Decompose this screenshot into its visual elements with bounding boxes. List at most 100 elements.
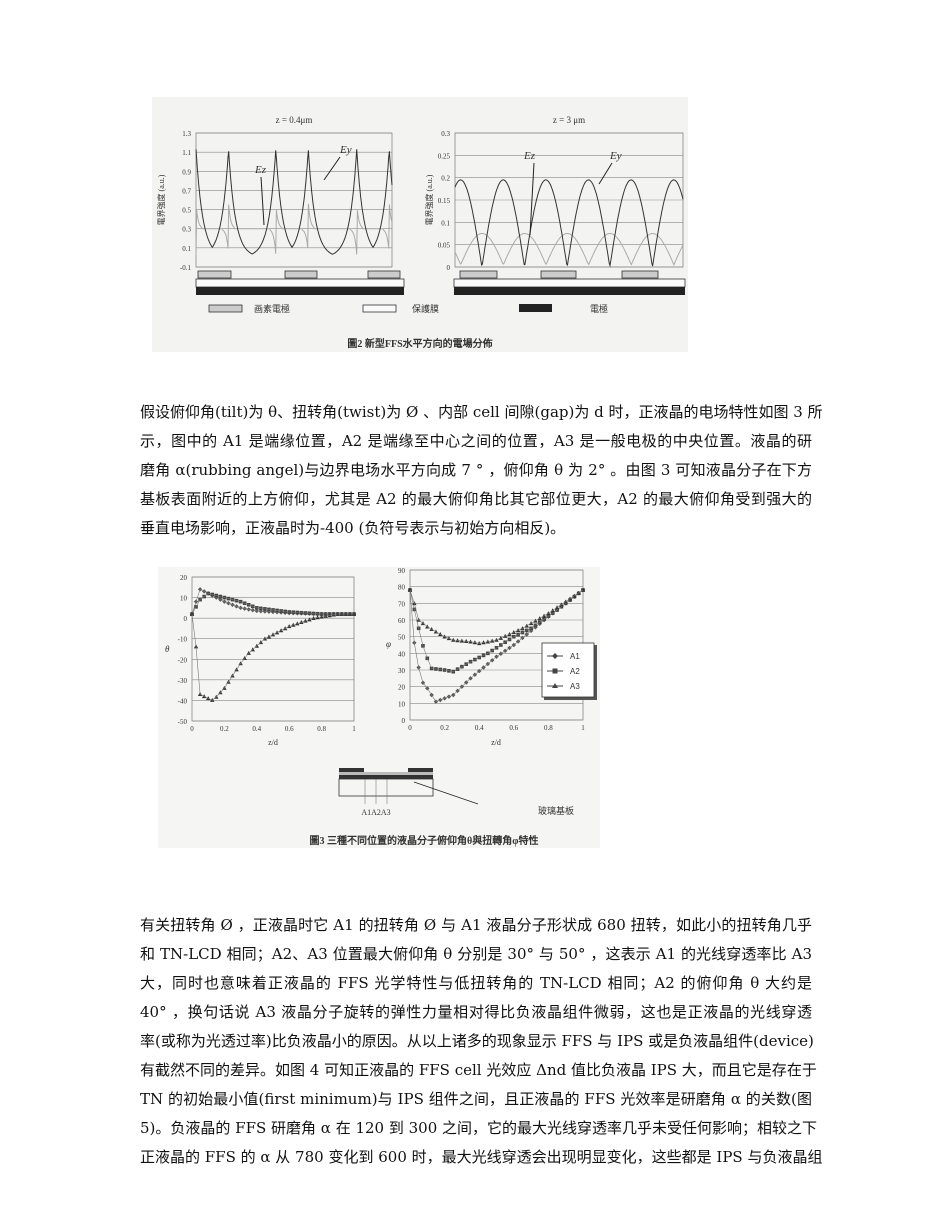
fig3-left-xtick-label: 0.4	[252, 725, 261, 733]
fig3-right-ytick-label: 30	[398, 667, 406, 675]
text-line: 垂直电场影响，正液晶时为-400 (负符号表示与初始方向相反)。	[140, 519, 566, 537]
fig3-position-labels: A1A2A3	[361, 808, 390, 817]
paragraph-2: 有关扭转角 Ø ，正液晶时它 A1 的扭转角 Ø 与 A1 液晶分子形状成 68…	[140, 911, 823, 1172]
fig3-right-ylabel: φ	[386, 639, 391, 649]
fig2-left-ytick-label: 1.1	[182, 149, 191, 157]
fig2-electrode-structure-right	[453, 270, 686, 295]
fig2-right-ytick-label: 0.1	[441, 219, 450, 227]
fig3-left-ytick-label: 10	[180, 595, 188, 603]
fig3-left-ytick-label: -20	[178, 656, 188, 664]
legend-pixel-electrode-swatch	[208, 304, 243, 313]
fig3-left-xtick-label: 1	[352, 725, 356, 733]
fig3-right-ytick-label: 90	[398, 567, 406, 575]
fig2-right-title: z = 3 μm	[553, 115, 585, 125]
fig3-right-xtick-label: 0.6	[509, 724, 518, 732]
fig2-left-ey-label: Ey	[339, 144, 352, 156]
figure-2-electric-field: 1.3 1.1 0.9 0.7 0.5 0.3 0.1 -0.1 0.3 0.25 0.2 0.15 0…	[152, 97, 688, 352]
fig2-left-ez-label: Ez	[254, 164, 267, 176]
fig3-left-xtick-label: 0	[190, 725, 194, 733]
fig3-right-ytick-label: 80	[398, 584, 406, 592]
fig3-phi-a3-line	[409, 589, 584, 644]
legend-electrode-swatch	[519, 304, 552, 312]
text-line: TN 的初始最小值(first minimum)与 IPS 组件之间，且正液晶的…	[140, 1090, 812, 1108]
fig2-right-ytick-label: 0.05	[438, 242, 451, 250]
text-line: 40° ，换句话说 A3 液晶分子旋转的弹性力量相对得比负液晶组件微弱，这也是正…	[140, 1003, 812, 1021]
fig3-left-xtick-label: 0.8	[317, 725, 326, 733]
fig3-right-ytick-label: 50	[398, 634, 406, 642]
fig3-right-ytick-label: 20	[398, 684, 406, 692]
fig2-electrode-structure-left	[195, 270, 405, 295]
fig3-right-xtick-label: 0	[408, 724, 412, 732]
fig3-right-ytick-label: 60	[398, 617, 406, 625]
legend-a2: A2	[570, 667, 580, 676]
fig3-right-xtick-label: 1	[581, 724, 585, 732]
legend-a3: A3	[570, 682, 580, 691]
fig2-right-ez-arrow	[529, 162, 535, 236]
fig3-theta-a2-line	[191, 593, 354, 615]
fig2-right-ylabel: 電界強度 (a.u.)	[424, 174, 434, 225]
legend-protective-film: 保護膜	[412, 303, 439, 314]
text-line: 示，图中的 A1 是端缘位置，A2 是端缘至中心之间的位置，A3 是一般电极的中…	[140, 432, 812, 450]
fig3-left-ytick-label: -10	[178, 636, 188, 644]
legend-protective-film-swatch	[362, 304, 397, 313]
fig2-left-ey-curve	[195, 149, 393, 255]
fig3-theta-a3-line	[191, 613, 354, 701]
paragraph-1: 假设俯仰角(tilt)为 θ、扭转角(twist)为 Ø 、内部 cell 间隙…	[140, 398, 823, 543]
fig3-right-ytick-label: 70	[398, 600, 406, 608]
fig3-right-xtick-label: 0.4	[475, 724, 484, 732]
fig3-left-ylabel: θ	[165, 644, 170, 654]
fig2-right-ez-label: Ez	[523, 150, 536, 162]
fig3-left-xlabel: z/d	[268, 738, 278, 747]
fig2-left-ey-arrow	[323, 156, 341, 181]
fig2-right-ytick-label: 0.2	[441, 175, 450, 183]
fig3-left-ytick-label: 20	[180, 574, 188, 582]
fig3-legend: A1 A2 A3	[541, 642, 597, 700]
text-line: 有截然不同的差异。如图 4 可知正液晶的 FFS cell 光效应 Δnd 值比…	[140, 1061, 817, 1079]
fig3-theta-a3-point	[189, 611, 195, 616]
text-line: 假设俯仰角(tilt)为 θ、扭转角(twist)为 Ø 、内部 cell 间隙…	[140, 403, 823, 421]
fig2-left-ez-curve	[195, 203, 393, 255]
figure-3-tilt-twist: 20100-10-20-30-40-5090807060504030201000…	[158, 567, 600, 848]
fig3-phi-a3-point	[407, 587, 413, 592]
fig3-right-xlabel: z/d	[491, 738, 501, 747]
fig2-left-title: z = 0.4μm	[276, 115, 313, 125]
fig3-caption: 圖3 三種不同位置的液晶分子俯仰角θ與扭轉角φ特性	[310, 834, 539, 847]
text-line: 磨角 α(rubbing angel)与边界电场水平方向成 7 ° ，俯仰角 θ…	[140, 461, 812, 479]
fig3-left-ytick-label: -30	[178, 677, 188, 685]
fig3-right-ytick-label: 40	[398, 650, 406, 658]
fig3-right-ytick-label: 10	[398, 700, 406, 708]
text-line: 基板表面附近的上方俯仰，尤其是 A2 的最大俯仰角比其它部位更大，A2 的最大俯…	[140, 490, 812, 508]
fig2-left-ylabel: 電界強度 (a.u.)	[156, 174, 166, 225]
legend-pixel-electrode: 画素電極	[254, 303, 290, 314]
fig2-left-ytick-label: 0.7	[182, 187, 191, 195]
fig3-cell-diagram: A1A2A3 玻璃基板	[338, 768, 574, 817]
fig3-left-xtick-label: 0.6	[285, 725, 294, 733]
fig2-right-ey-arrow	[598, 162, 613, 185]
fig2-left-ytick-label: 1.3	[182, 130, 191, 138]
fig2-right-ey-label: Ey	[609, 150, 622, 162]
fig2-right-ytick-label: 0.25	[438, 152, 451, 160]
fig3-left-ytick-label: -50	[178, 718, 188, 726]
fig3-left-ytick-label: -40	[178, 697, 188, 705]
text-line: 大，同时也意味着正液晶的 FFS 光学特性与低扭转角的 TN-LCD 相同；A2…	[140, 974, 812, 992]
fig2-right-ytick-label: 0	[447, 264, 451, 272]
text-line: 有关扭转角 Ø ，正液晶时它 A1 的扭转角 Ø 与 A1 液晶分子形状成 68…	[140, 916, 812, 934]
fig2-right-ytick-label: 0.3	[441, 130, 450, 138]
fig3-right-xtick-label: 0.2	[440, 724, 449, 732]
fig3-substrate-label: 玻璃基板	[538, 805, 574, 816]
fig2-right-ez-curve	[454, 233, 684, 267]
legend-a1: A1	[570, 652, 580, 661]
fig3-left-ytick-label: 0	[184, 615, 188, 623]
fig2-left-ytick-label: 0.3	[182, 226, 191, 234]
fig2-left-ytick-label: 0.5	[182, 207, 191, 215]
fig3-right-xtick-label: 0.8	[544, 724, 553, 732]
fig2-left-ytick-label: 0.1	[182, 245, 191, 253]
text-line: 正液晶的 FFS 的 α 从 780 变化到 600 时，最大光线穿透会出现明显…	[140, 1148, 823, 1166]
fig2-right-ytick-label: 0.15	[438, 197, 451, 205]
text-line: 和 TN-LCD 相同；A2、A3 位置最大俯仰角 θ 分别是 30° 与 50…	[140, 945, 812, 963]
fig2-left-ytick-label: -0.1	[180, 264, 192, 272]
legend-electrode: 電極	[590, 303, 608, 314]
fig2-left-ez-arrow	[260, 176, 265, 226]
fig2-caption: 圖2 新型FFS水平方向的電場分佈	[347, 337, 492, 350]
fig3-left-xtick-label: 0.2	[220, 725, 229, 733]
